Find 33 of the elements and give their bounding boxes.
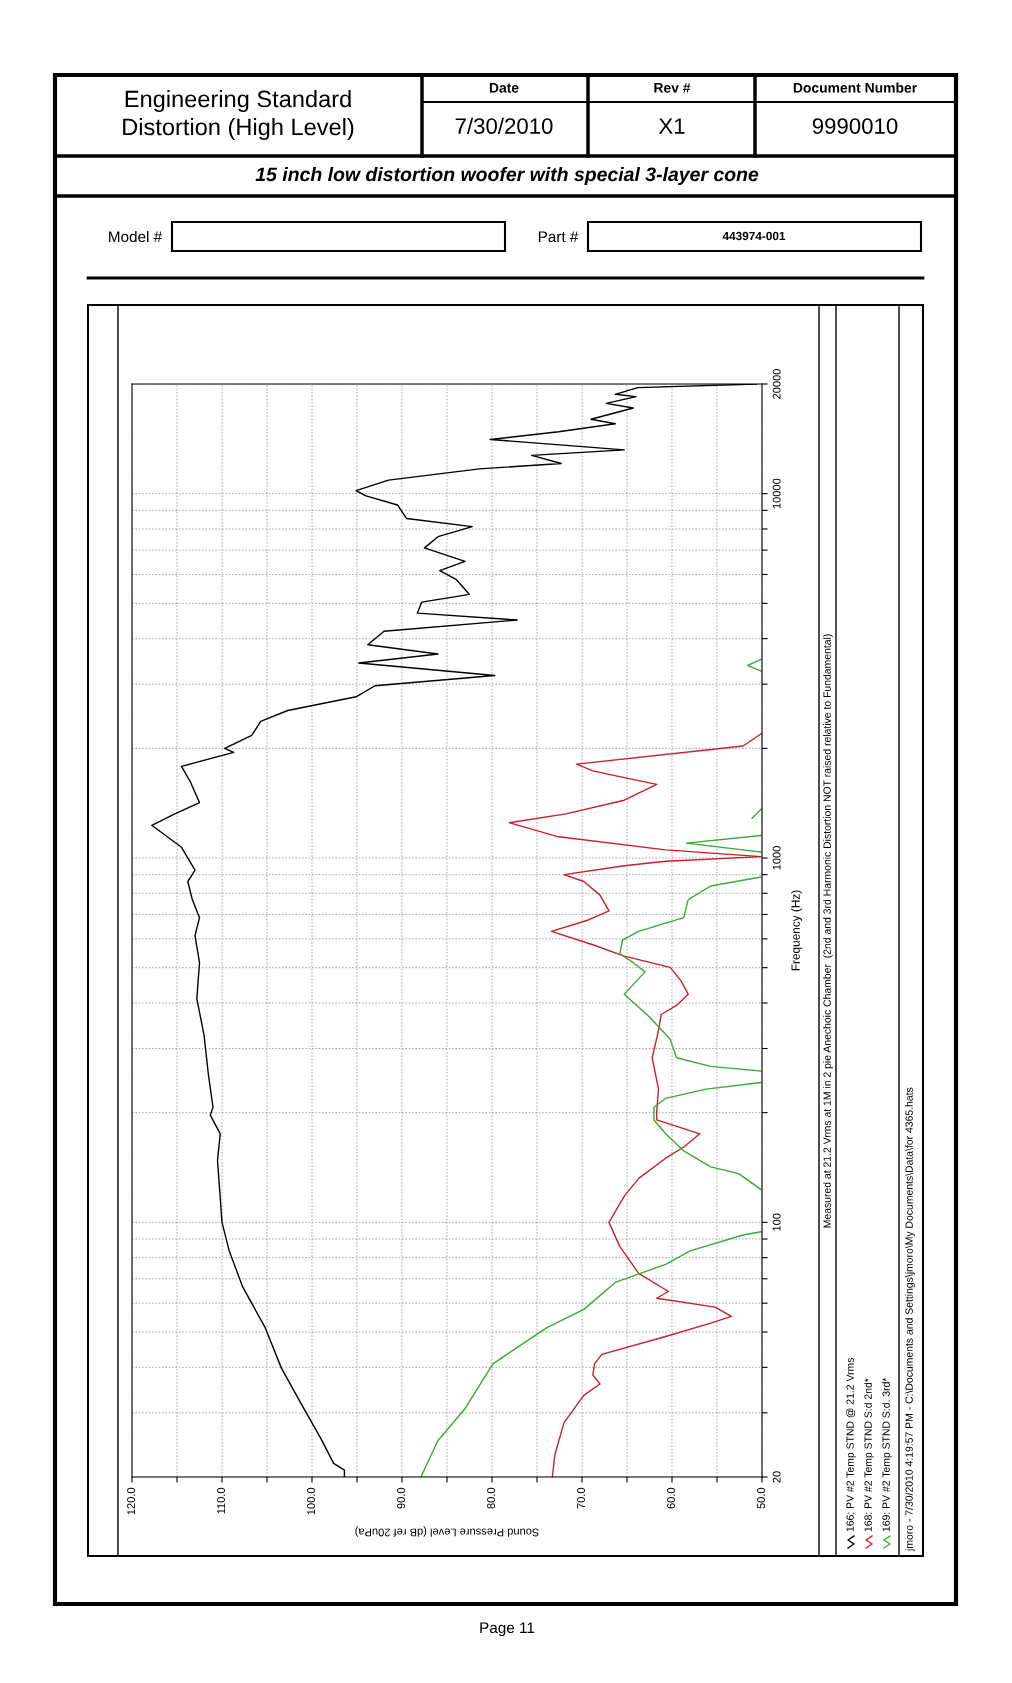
x-tick-label: 110.0: [217, 1487, 225, 1514]
x-tick-label: 120.0: [127, 1487, 135, 1515]
y-axis-title: Frequency (Hz): [791, 890, 803, 971]
y-tick-label: 100: [772, 1213, 781, 1231]
x-axis-title: Sound Pressure Level (dB ref 20uPa): [355, 1526, 539, 1537]
y-tick-label: 20000: [772, 368, 781, 399]
text: Date: [489, 83, 519, 93]
x-tick-label: 90.0: [397, 1487, 405, 1509]
text: Part #: [538, 231, 579, 243]
y-tick-label: 20: [772, 1471, 781, 1483]
x-tick-label: 100.0: [307, 1487, 315, 1515]
text: Rev #: [654, 83, 691, 93]
text: 166: PV #2 Temp STND @ 21.2 Vrms: [846, 1357, 856, 1532]
y-tick-label: 1000: [772, 846, 781, 870]
line-series: [508, 732, 762, 1477]
text: 9990010: [812, 118, 898, 134]
chart-subtitle: 15 inch low distortion woofer with special 3-layer cone: [255, 166, 759, 186]
chart-title: Engineering Standard Distortion (High Level): [123, 90, 354, 140]
text: 168: PV #2 Temp STND S:d 2nd*: [864, 1378, 874, 1532]
text: 169: PV #2 Temp STND S:d. 3rd*: [882, 1377, 892, 1532]
x-tick-label: 70.0: [577, 1487, 585, 1509]
x-tick-label: 60.0: [667, 1487, 675, 1509]
text: Page 11: [480, 1622, 535, 1637]
x-tick-label: 50.0: [757, 1487, 765, 1509]
text: jmoro - 7/30/2010 4:19:57 PM - C:\Documents and Settings\jmoro\My Documents\Data\for 4365.hats: [905, 1087, 915, 1552]
text: Model #: [109, 230, 163, 243]
text: X1: [658, 118, 685, 134]
text: 443974-001: [722, 231, 786, 241]
x-tick-label: 80.0: [487, 1487, 495, 1509]
text: Document Number: [793, 82, 917, 93]
text: 7/30/2010: [455, 117, 553, 134]
text: Measured at 21.2 Vrms at 1M in 2 pie Anechoic Chamber (2nd and 3rd Harmonic Distortion NOT raised relative to Fundamental): [823, 634, 833, 1228]
y-tick-label: 10000: [772, 478, 781, 509]
